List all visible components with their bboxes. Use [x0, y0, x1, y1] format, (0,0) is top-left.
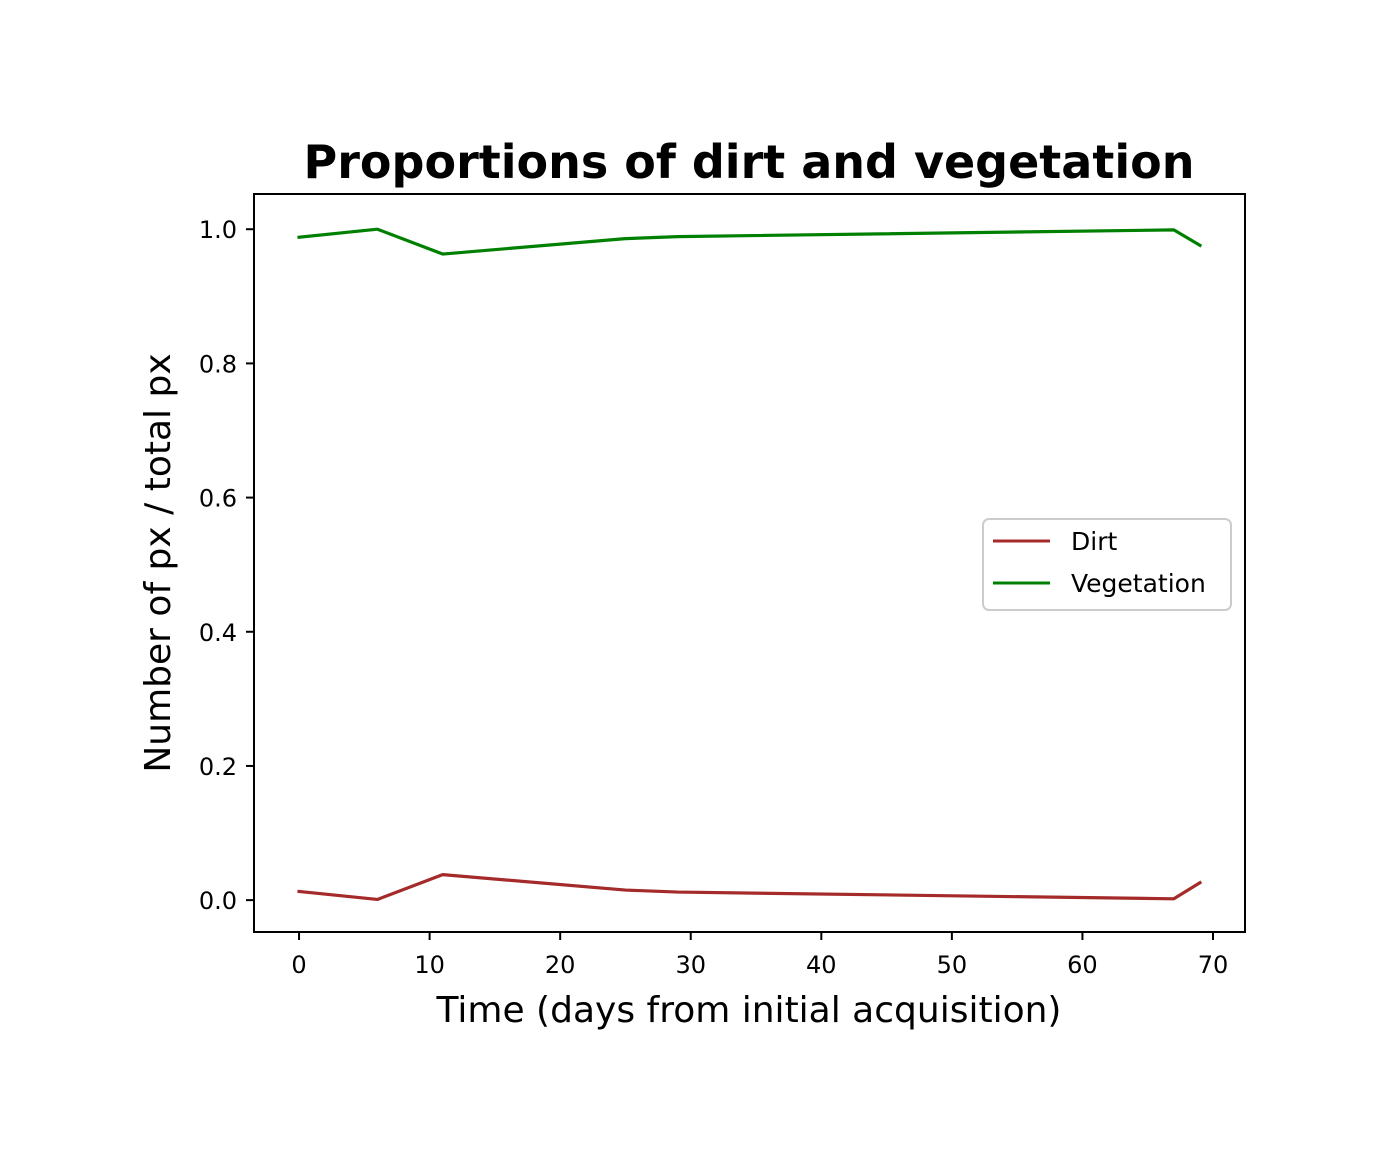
- chart-title: Proportions of dirt and vegetation: [304, 135, 1195, 189]
- series-layer: [297, 227, 1203, 902]
- y-tick-label: 0.0: [199, 887, 237, 915]
- axes-frame: [253, 193, 1246, 933]
- x-axis: 0 10 20 30 40 50 60 70: [291, 932, 1228, 979]
- legend: Dirt Vegetation: [982, 518, 1232, 611]
- series-line-vegetation: [297, 227, 1203, 256]
- x-tick-label: 50: [937, 951, 968, 979]
- x-tick-label: 40: [806, 951, 837, 979]
- x-tick-label: 0: [291, 951, 306, 979]
- x-tick-label: 60: [1067, 951, 1098, 979]
- x-axis-label: Time (days from initial acquisition): [436, 990, 1062, 1031]
- y-tick-label: 0.6: [199, 485, 237, 513]
- legend-label-vegetation: Vegetation: [1071, 569, 1206, 598]
- y-tick-label: 0.2: [199, 753, 237, 781]
- x-tick-label: 20: [545, 951, 576, 979]
- x-tick-label: 70: [1198, 951, 1229, 979]
- x-tick-label: 10: [414, 951, 445, 979]
- y-tick-label: 0.8: [199, 350, 237, 378]
- x-tick-label: 30: [675, 951, 706, 979]
- y-axis: 0.0 0.2 0.4 0.6 0.8 1.0: [199, 216, 254, 915]
- plot-area: [253, 193, 1246, 933]
- series-line-dirt: [297, 873, 1203, 902]
- y-tick-label: 1.0: [199, 216, 237, 244]
- y-tick-label: 0.4: [199, 619, 237, 647]
- y-axis-label: Number of px / total px: [138, 353, 179, 772]
- legend-label-dirt: Dirt: [1071, 527, 1117, 556]
